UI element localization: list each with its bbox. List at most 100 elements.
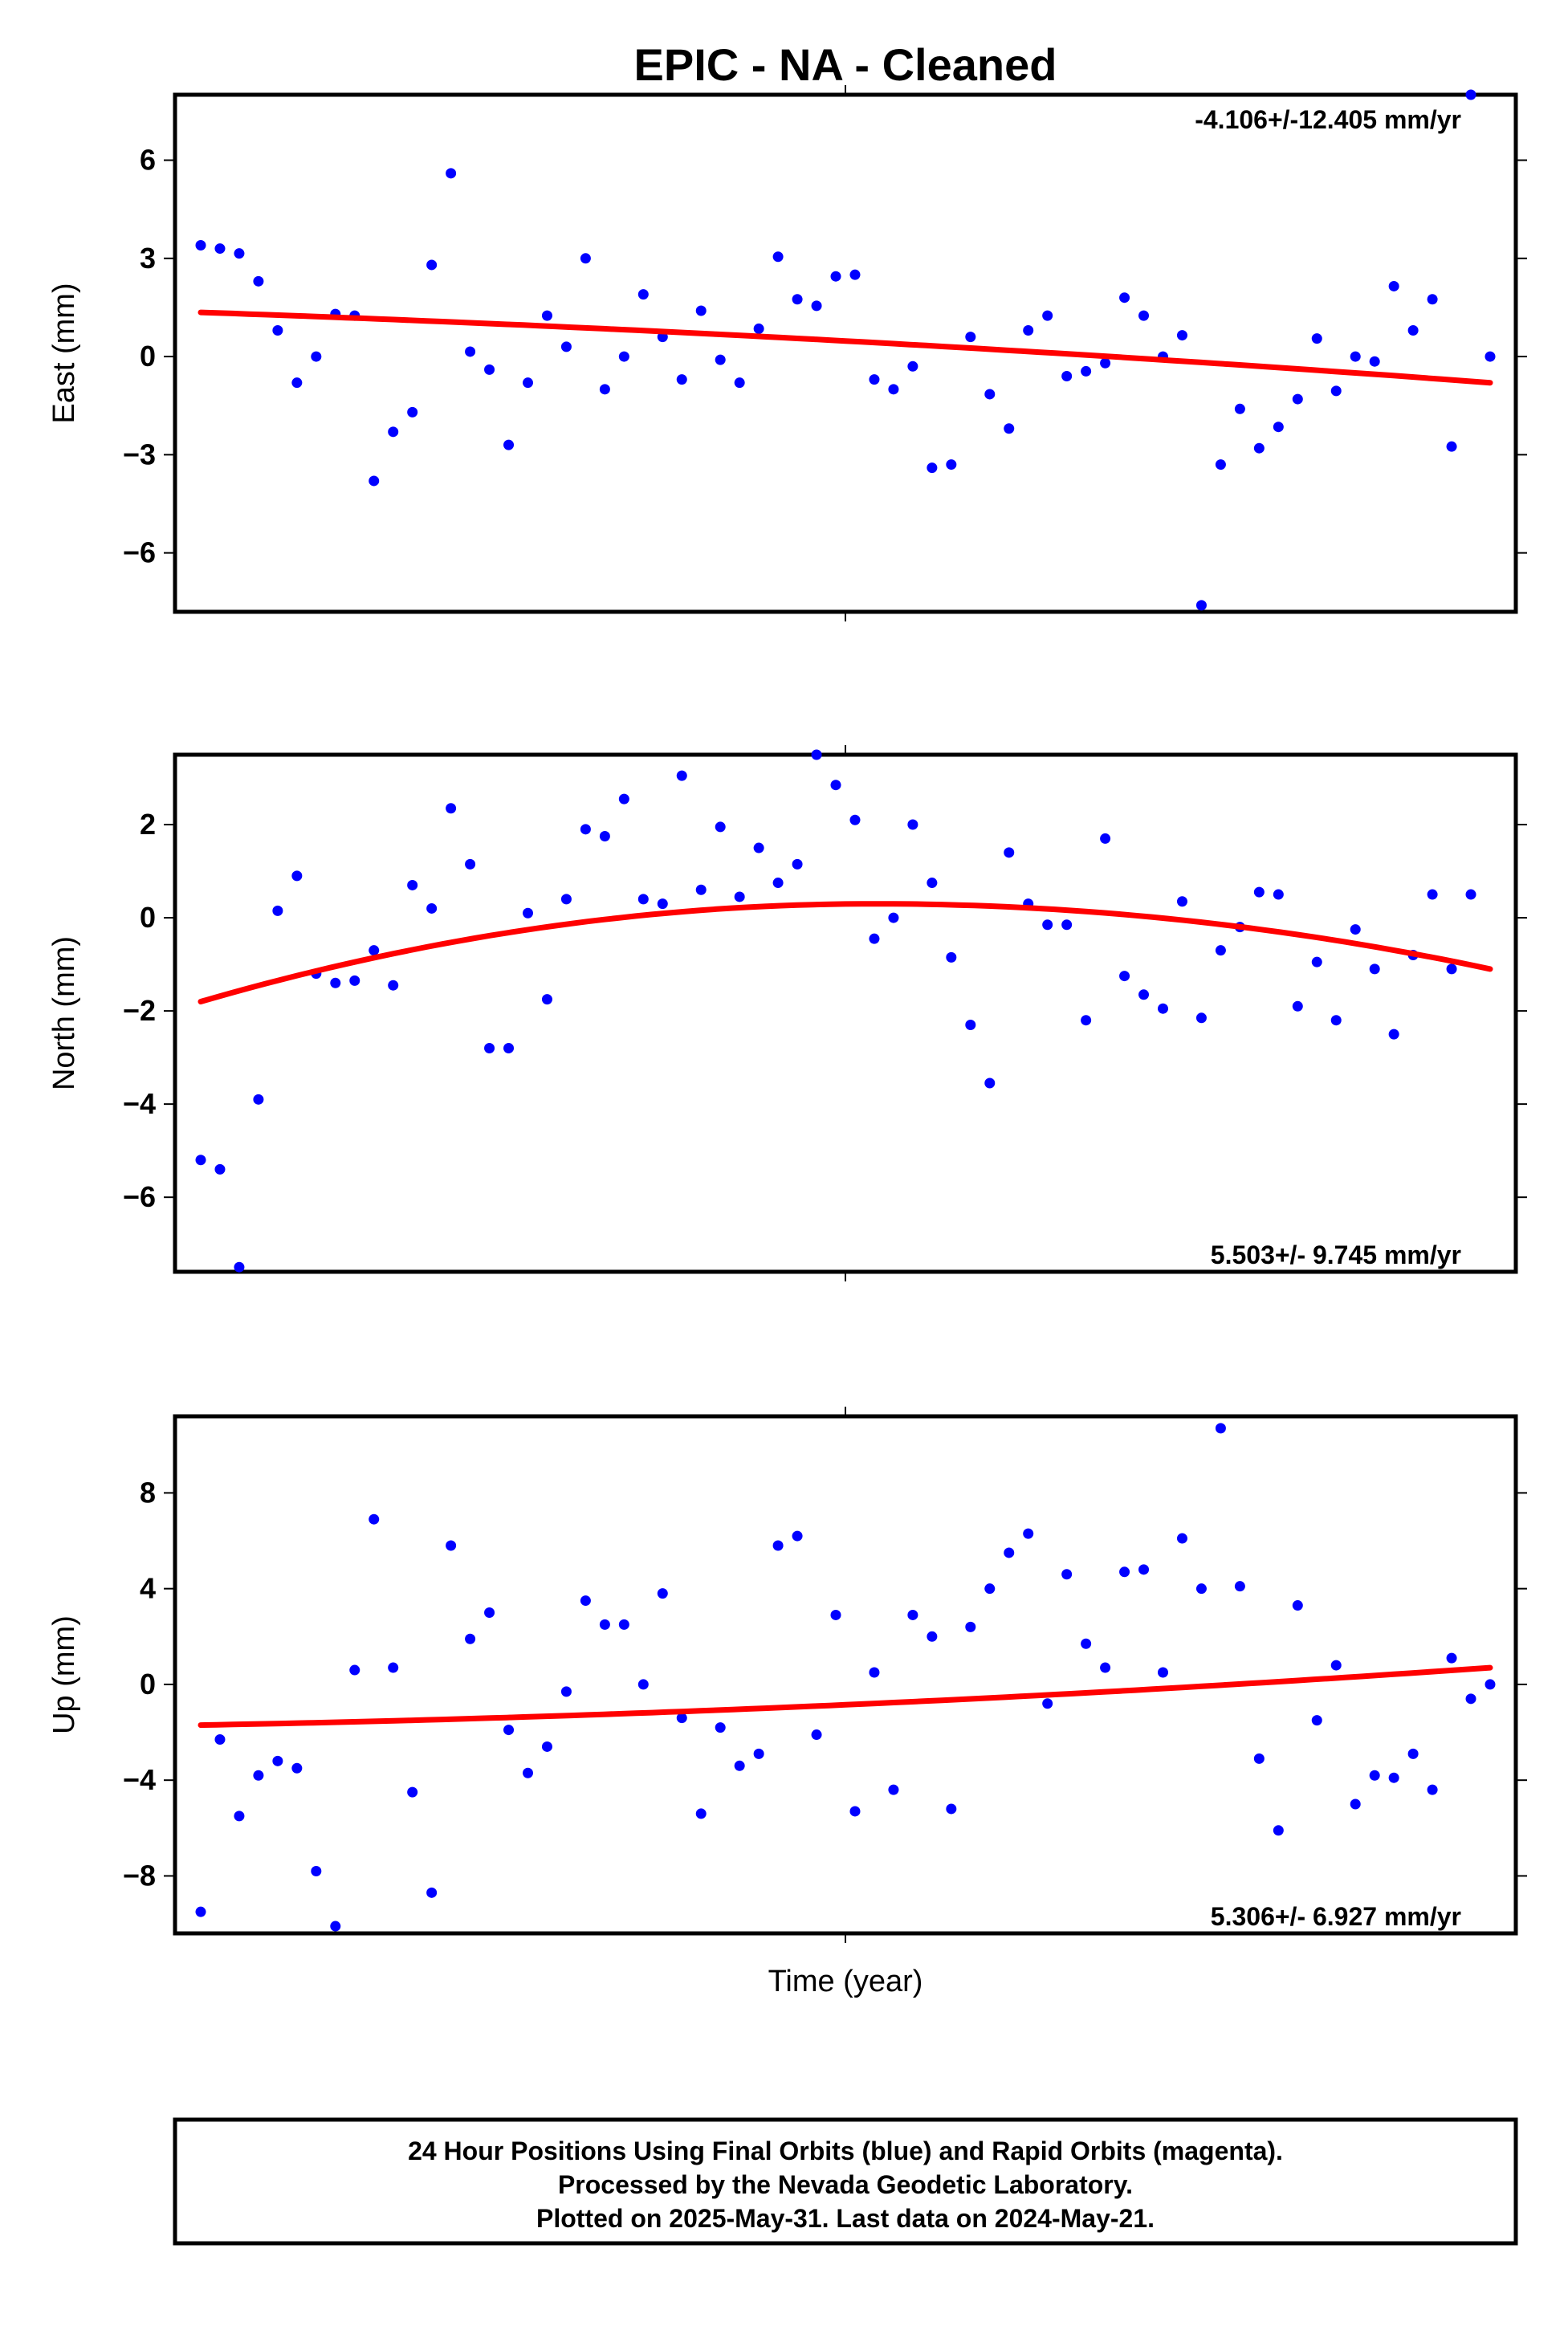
north-data-point xyxy=(1330,1015,1342,1026)
east-data-point xyxy=(253,275,264,287)
east-y-tick-label: −3 xyxy=(123,438,156,470)
north-data-point xyxy=(330,977,341,988)
up-data-point xyxy=(1485,1679,1496,1690)
north-data-point xyxy=(234,1261,245,1273)
footer-line-1: 24 Hour Positions Using Final Orbits (bl… xyxy=(408,2137,1283,2165)
footer-line-2: Processed by the Nevada Geodetic Laborat… xyxy=(558,2170,1133,2199)
up-data-point xyxy=(407,1786,418,1798)
east-data-point xyxy=(1042,310,1053,321)
north-data-point xyxy=(407,879,418,890)
east-data-point xyxy=(369,475,380,487)
up-data-point xyxy=(369,1513,380,1525)
north-y-tick-label: −2 xyxy=(123,994,156,1027)
up-data-point xyxy=(1023,1528,1034,1539)
east-data-point xyxy=(599,384,610,395)
up-data-point xyxy=(214,1734,226,1745)
north-data-point xyxy=(580,824,591,835)
east-data-point xyxy=(560,341,572,352)
east-data-point xyxy=(541,310,552,321)
east-data-point xyxy=(234,248,245,259)
east-data-point xyxy=(1234,403,1245,414)
north-data-point xyxy=(1446,963,1457,975)
east-y-tick-label: 6 xyxy=(140,144,156,177)
up-data-point xyxy=(1004,1547,1015,1558)
east-data-point xyxy=(753,323,764,334)
footer-line-3: Plotted on 2025-May-31. Last data on 202… xyxy=(536,2204,1155,2233)
up-y-tick-label: 4 xyxy=(140,1572,156,1605)
east-data-point xyxy=(946,459,957,470)
up-data-point xyxy=(1427,1784,1438,1795)
north-data-point xyxy=(637,894,649,905)
east-data-point xyxy=(1023,324,1034,336)
up-data-point xyxy=(1465,1693,1476,1705)
north-data-point xyxy=(1061,919,1073,931)
east-data-point xyxy=(272,324,283,336)
up-data-point xyxy=(1350,1798,1361,1810)
east-plot-frame xyxy=(173,92,1518,614)
east-data-point xyxy=(792,294,803,305)
up-data-point xyxy=(234,1811,245,1822)
east-data-point xyxy=(465,346,476,357)
north-data-point xyxy=(465,858,476,870)
north-data-point xyxy=(907,819,918,830)
north-data-point xyxy=(1273,889,1284,900)
up-data-point xyxy=(1234,1581,1245,1592)
up-data-point xyxy=(1119,1566,1130,1578)
north-data-point xyxy=(811,749,822,760)
east-y-tick-label: 0 xyxy=(140,340,156,373)
up-data-point xyxy=(465,1633,476,1644)
north-data-point xyxy=(503,1043,515,1054)
north-plot-frame xyxy=(173,752,1518,1274)
east-fit-curve xyxy=(198,309,1493,386)
up-data-point xyxy=(446,1540,457,1551)
east-data-point xyxy=(311,351,322,362)
east-rate-label: -4.106+/-12.405 mm/yr xyxy=(1195,105,1461,134)
north-data-point xyxy=(599,831,610,842)
east-data-point xyxy=(676,374,687,385)
up-data-point xyxy=(734,1760,745,1771)
east-data-point xyxy=(1176,330,1187,341)
up-data-point xyxy=(291,1762,303,1774)
east-data-point xyxy=(984,389,996,400)
east-data-point xyxy=(1061,371,1073,382)
up-data-point xyxy=(1273,1825,1284,1836)
east-data-point xyxy=(734,377,745,389)
east-data-point xyxy=(1427,294,1438,305)
up-data-point xyxy=(1215,1423,1226,1434)
north-data-point xyxy=(869,933,880,944)
up-data-point xyxy=(927,1631,938,1642)
north-data-point xyxy=(946,951,957,963)
north-data-point xyxy=(984,1077,996,1089)
up-panel: 8 4 0 −4 −8 Up (mm) 5.306+/- 6.927 mm/yr xyxy=(47,1407,1527,1943)
up-data-point xyxy=(792,1530,803,1542)
north-fit-curve xyxy=(198,901,1493,1004)
east-data-point xyxy=(695,305,707,316)
north-data-point xyxy=(772,878,784,889)
up-data-point xyxy=(330,1921,341,1932)
east-data-point xyxy=(888,384,899,395)
east-data-point xyxy=(811,300,822,312)
north-data-point xyxy=(446,803,457,814)
up-data-point xyxy=(560,1686,572,1697)
east-data-point xyxy=(1446,441,1457,452)
east-data-point xyxy=(1311,333,1322,344)
up-data-point xyxy=(1292,1600,1303,1611)
up-data-point xyxy=(965,1621,976,1632)
east-data-point xyxy=(291,377,303,389)
up-data-point xyxy=(676,1713,687,1724)
east-data-point xyxy=(772,251,784,263)
east-data-point xyxy=(1004,423,1015,434)
east-data-point xyxy=(1138,310,1150,321)
east-data-point xyxy=(195,239,206,251)
up-plot-frame xyxy=(173,1414,1518,1936)
up-data-point xyxy=(1176,1533,1187,1544)
north-data-point xyxy=(1100,833,1111,844)
up-data-point xyxy=(695,1808,707,1819)
up-data-point xyxy=(637,1679,649,1690)
north-data-point xyxy=(1004,847,1015,858)
east-data-point xyxy=(426,259,438,271)
east-y-tick-label: 3 xyxy=(140,242,156,275)
east-y-axis-label: East (mm) xyxy=(47,283,81,423)
up-data-point xyxy=(830,1609,841,1620)
north-data-point xyxy=(888,912,899,923)
